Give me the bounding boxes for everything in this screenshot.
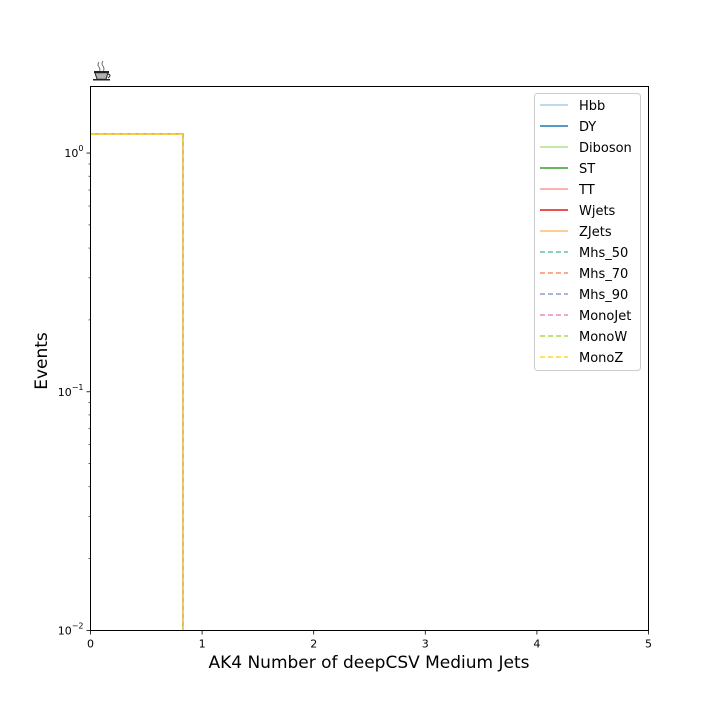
y-tick-base: 10 [58,625,72,638]
legend: Hbb DY Diboson ST TT Wjets ZJets Mhs_50 Mhs_70 Mh… [534,93,641,371]
legend-label: Hbb [579,99,605,114]
coffee-cup-icon [93,60,111,81]
y-tick-label: 10−2 [58,622,84,638]
y-axis-title: Events [32,332,52,390]
y-tick-exponent: 0 [78,144,83,153]
legend-label: Mhs_90 [579,288,628,303]
y-tick-label: 100 [64,144,83,160]
plot-series [90,133,184,631]
axes-frame [90,86,649,631]
legend-label: MonoZ [579,351,623,366]
x-tick-label: 5 [645,638,652,651]
series-line-monoz [90,133,184,631]
y-tick-base: 10 [58,386,72,399]
y-tick-exponent: −2 [72,622,84,631]
legend-label: MonoW [579,330,627,345]
x-tick-label: 1 [199,638,206,651]
x-axis-title: AK4 Number of deepCSV Medium Jets [208,653,529,673]
x-tick-label: 4 [533,638,540,651]
y-tick-label: 10−1 [58,383,84,399]
x-axis-ticks: 0 1 2 3 4 5 [87,630,652,651]
legend-frame [534,93,641,371]
legend-label: ST [579,162,595,177]
y-tick-exponent: −1 [72,383,84,392]
legend-label: Mhs_50 [579,246,628,261]
x-tick-label: 0 [87,638,94,651]
legend-label: Diboson [579,141,632,156]
legend-label: MonoJet [579,309,631,324]
legend-label: Wjets [579,204,616,219]
legend-label: ZJets [579,225,612,240]
legend-label: TT [578,183,595,198]
y-tick-base: 10 [64,147,78,160]
legend-label: DY [579,120,596,135]
x-tick-label: 2 [310,638,317,651]
x-tick-label: 3 [422,638,429,651]
legend-label: Mhs_70 [579,267,628,282]
